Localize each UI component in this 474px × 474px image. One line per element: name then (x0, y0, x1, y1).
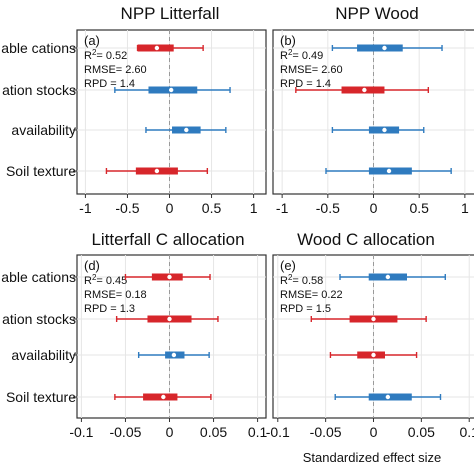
median-point (154, 168, 160, 174)
median-point (167, 316, 172, 322)
interquartile-box (357, 351, 385, 359)
x-tick-label: 1 (250, 200, 258, 216)
x-tick-label: -0.1 (266, 424, 290, 440)
x-tick-label: 0.05 (408, 424, 435, 440)
panel-title: Wood C allocation (297, 230, 435, 249)
x-tick-label: -0.5 (115, 200, 139, 216)
x-tick-label: 0.05 (200, 424, 227, 440)
category-label: availability (11, 347, 76, 363)
median-point (184, 127, 189, 133)
category-label: Soil texture (6, 389, 76, 405)
interquartile-box (143, 393, 178, 401)
category-label: ation stocks (2, 82, 76, 98)
panel-title: Litterfall C allocation (91, 230, 244, 249)
median-point (382, 45, 387, 51)
panel-label: (e) (280, 258, 296, 273)
x-tick-label: 0 (166, 424, 174, 440)
x-tick-label: 0.5 (409, 200, 429, 216)
x-tick-label: 0 (370, 424, 378, 440)
x-axis-label: Standardized effect size (303, 450, 442, 465)
median-point (362, 87, 367, 93)
interquartile-box (357, 44, 403, 52)
rpd-stat: RPD = 1.3 (84, 303, 135, 315)
panel-title: NPP Litterfall (121, 4, 220, 23)
category-label: ation stocks (2, 311, 76, 327)
x-tick-label: 0 (370, 200, 378, 216)
panel-label: (d) (84, 258, 100, 273)
panel-3: Litterfall C allocation (d)R2= 0.45RMSE= … (1, 230, 267, 440)
category-label: Soil texture (6, 163, 76, 179)
panel-label: (a) (84, 33, 100, 48)
median-point (385, 274, 391, 280)
x-tick-label: 0.1 (248, 424, 268, 440)
interquartile-box (151, 273, 183, 281)
panel-title: NPP Wood (335, 4, 418, 23)
rmse-stat: RMSE= 2.60 (84, 64, 147, 76)
median-point (371, 352, 376, 358)
x-tick-label: -0.5 (316, 200, 340, 216)
category-label: able cations (1, 269, 76, 285)
rpd-stat: RPD = 1.4 (84, 78, 135, 90)
r-squared-stat: R2= 0.52 (84, 48, 127, 63)
median-point (168, 87, 174, 93)
rpd-stat: RPD = 1.5 (280, 303, 331, 315)
median-point (154, 45, 160, 51)
x-tick-label: -1 (79, 200, 92, 216)
median-point (167, 274, 172, 280)
r-squared-stat: R2= 0.58 (280, 273, 323, 288)
plot-frame (76, 254, 267, 419)
median-point (161, 394, 166, 400)
median-point (171, 352, 177, 358)
median-point (385, 394, 391, 400)
interquartile-box (368, 393, 412, 401)
category-label: availability (11, 122, 76, 138)
rmse-stat: RMSE= 0.22 (280, 289, 343, 301)
x-tick-label: -1 (276, 200, 289, 216)
category-label: able cations (1, 40, 76, 56)
rpd-stat: RPD = 1.4 (280, 78, 331, 90)
median-point (382, 127, 387, 133)
median-point (386, 168, 392, 174)
median-point (371, 316, 376, 322)
x-tick-label: 0 (166, 200, 174, 216)
rmse-stat: RMSE= 0.18 (84, 289, 147, 301)
x-tick-label: 0.5 (202, 200, 222, 216)
x-tick-label: -0.05 (109, 424, 141, 440)
r-squared-stat: R2= 0.49 (280, 48, 323, 63)
panel-label: (b) (280, 33, 296, 48)
x-tick-label: 1 (461, 200, 469, 216)
x-tick-label: -0.05 (310, 424, 342, 440)
r-squared-stat: R2= 0.45 (84, 273, 127, 288)
x-tick-label: 0.1 (459, 424, 474, 440)
rmse-stat: RMSE= 2.60 (280, 64, 343, 76)
x-tick-label: -0.1 (69, 424, 93, 440)
plot-frame (76, 29, 267, 195)
